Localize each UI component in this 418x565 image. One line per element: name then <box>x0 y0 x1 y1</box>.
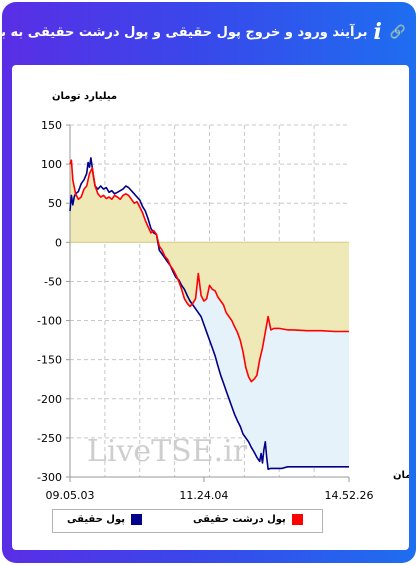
legend-item-large-money[interactable]: پول درشت حقیقی <box>193 514 303 525</box>
y-tick-label: 100 <box>41 158 62 171</box>
chart-title: برآیند ورود و خروج پول حقیقی و پول درشت … <box>2 24 368 40</box>
legend-label-real: پول حقیقی <box>67 514 125 525</box>
y-tick-label: -50 <box>44 275 62 288</box>
line-chart: 150 100 50 0 -50 -100 -150 -200 -250 -300 09.05.03… <box>37 119 409 502</box>
y-tick-label: 150 <box>41 119 62 132</box>
x-tick-label: 11.24.04 <box>179 489 228 502</box>
below-zero-beige-fill <box>70 242 349 382</box>
y-tick-label: 50 <box>48 197 62 210</box>
legend: پول درشت حقیقی پول حقیقی <box>52 509 323 533</box>
positive-area-fill <box>70 160 349 243</box>
legend-swatch-real <box>130 514 142 525</box>
chart-panel: میلیارد تومان 150 100 50 0 -50 -100 -150 -200 -2… <box>12 65 409 550</box>
y-tick-label: -200 <box>37 393 62 406</box>
info-icon[interactable]: i <box>373 19 382 45</box>
watermark-text: LiveTSE.ir <box>87 434 248 469</box>
series-line-large-money <box>69 159 349 383</box>
legend-item-real-money[interactable]: پول حقیقی <box>67 514 142 525</box>
y-tick-label: -300 <box>37 471 62 484</box>
y-tick-label: -250 <box>37 432 62 445</box>
y-tick-label: -100 <box>37 315 62 328</box>
y-axis-label: میلیارد تومان <box>52 91 118 102</box>
link-icon[interactable]: 🔗 <box>389 24 406 40</box>
negative-area-fill <box>70 242 349 470</box>
card-header: برآیند ورود و خروج پول حقیقی و پول درشت … <box>2 2 416 62</box>
legend-label-large: پول درشت حقیقی <box>193 514 286 525</box>
x-axis-label: زمان <box>393 470 409 481</box>
y-tick-label: 0 <box>55 236 62 249</box>
x-tick-label: 09.05.03 <box>46 489 95 502</box>
legend-swatch-large <box>291 514 303 525</box>
x-tick-label: 14.52.26 <box>325 489 374 502</box>
y-tick-label: -150 <box>37 354 62 367</box>
